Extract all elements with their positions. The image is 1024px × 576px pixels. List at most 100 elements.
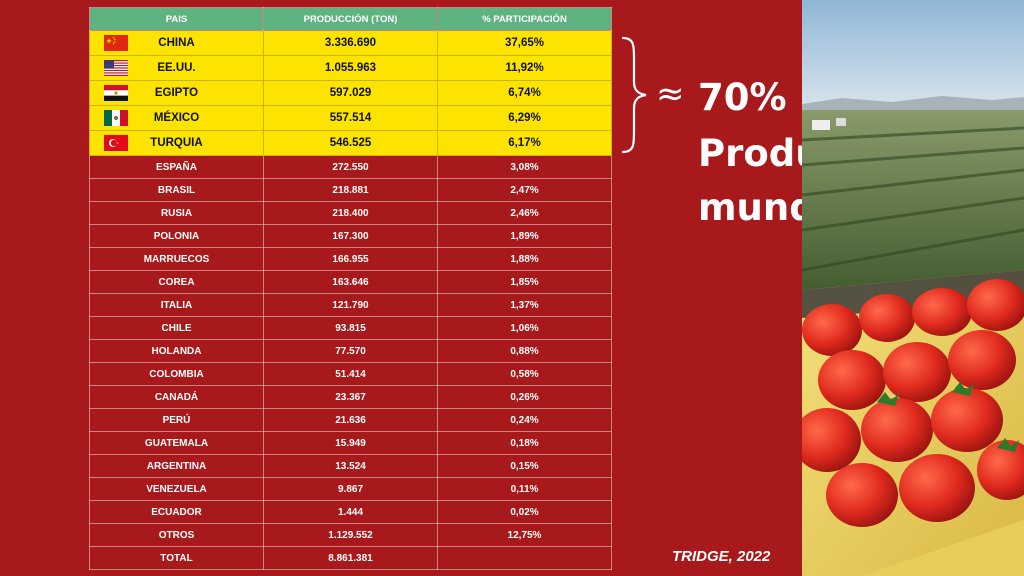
cell-share: 0,26%	[437, 385, 612, 409]
cell-share: 0,15%	[437, 454, 612, 478]
table-row: MARRUECOS 166.955 1,88%	[89, 247, 612, 271]
country-name: CHINA	[158, 37, 195, 49]
table-row: EE.UU. 1.055.963 11,92%	[89, 55, 612, 81]
country-name: RUSIA	[160, 207, 193, 219]
cell-country: TOTAL	[89, 546, 264, 570]
table-row: COREA 163.646 1,85%	[89, 270, 612, 294]
country-name: ITALIA	[160, 299, 193, 311]
table-row: RUSIA 218.400 2,46%	[89, 201, 612, 225]
table-row: PERÚ 21.636 0,24%	[89, 408, 612, 432]
cell-country: MARRUECOS	[89, 247, 264, 271]
cell-production: 218.400	[263, 201, 438, 225]
china-flag-icon	[104, 35, 128, 51]
table-row: CHILE 93.815 1,06%	[89, 316, 612, 340]
cell-production: 218.881	[263, 178, 438, 202]
cell-country: OTROS	[89, 523, 264, 547]
cell-share	[437, 546, 612, 570]
table-row: ITALIA 121.790 1,37%	[89, 293, 612, 317]
country-name: BRASIL	[157, 184, 196, 196]
cell-country: VENEZUELA	[89, 477, 264, 501]
cell-share: 6,74%	[437, 80, 612, 106]
cell-share: 6,17%	[437, 130, 612, 156]
country-name: COREA	[158, 276, 195, 288]
table-row: CANADÁ 23.367 0,26%	[89, 385, 612, 409]
cell-production: 8.861.381	[263, 546, 438, 570]
source-citation: TRIDGE, 2022	[672, 548, 771, 565]
cell-country: EE.UU.	[89, 55, 264, 81]
cell-country: COLOMBIA	[89, 362, 264, 386]
column-header-country: PAIS	[89, 7, 264, 31]
usa-flag-icon	[104, 60, 128, 76]
column-header-share: % PARTICIPACIÓN	[437, 7, 612, 31]
country-name: EE.UU.	[157, 62, 196, 74]
country-name: MÉXICO	[153, 112, 200, 124]
cell-share: 1,85%	[437, 270, 612, 294]
cell-production: 9.867	[263, 477, 438, 501]
cell-share: 1,06%	[437, 316, 612, 340]
cell-country: HOLANDA	[89, 339, 264, 363]
cell-production: 557.514	[263, 105, 438, 131]
cell-country: MÉXICO	[89, 105, 264, 131]
table-row: EGIPTO 597.029 6,74%	[89, 80, 612, 106]
approx-symbol: ≈	[656, 74, 685, 114]
cell-country: CANADÁ	[89, 385, 264, 409]
turkey-flag-icon	[104, 135, 128, 151]
table-row: TURQUIA 546.525 6,17%	[89, 130, 612, 156]
cell-country: CHILE	[89, 316, 264, 340]
cell-share: 0,18%	[437, 431, 612, 455]
curly-brace-icon	[621, 36, 647, 154]
cell-share: 0,02%	[437, 500, 612, 524]
cell-share: 6,29%	[437, 105, 612, 131]
callout-percent: 70%	[698, 76, 787, 119]
country-name: VENEZUELA	[146, 483, 207, 495]
cell-country: COREA	[89, 270, 264, 294]
column-header-production: PRODUCCIÓN (TON)	[263, 7, 438, 31]
production-table: PAIS PRODUCCIÓN (TON) % PARTICIPACIÓN CH…	[89, 7, 612, 570]
country-name: ESPAÑA	[156, 161, 197, 173]
cell-share: 2,46%	[437, 201, 612, 225]
country-name: OTROS	[158, 529, 195, 541]
strawberry-field-photo	[802, 0, 1024, 576]
cell-production: 21.636	[263, 408, 438, 432]
country-name: MARRUECOS	[143, 253, 210, 265]
country-name: ARGENTINA	[146, 460, 207, 472]
cell-country: CHINA	[89, 30, 264, 56]
country-name: CANADÁ	[154, 391, 199, 403]
cell-country: PERÚ	[89, 408, 264, 432]
table-row: GUATEMALA 15.949 0,18%	[89, 431, 612, 455]
table-row: POLONIA 167.300 1,89%	[89, 224, 612, 248]
cell-production: 163.646	[263, 270, 438, 294]
cell-share: 1,88%	[437, 247, 612, 271]
cell-production: 15.949	[263, 431, 438, 455]
cell-share: 0,88%	[437, 339, 612, 363]
cell-share: 37,65%	[437, 30, 612, 56]
table-row: ECUADOR 1.444 0,02%	[89, 500, 612, 524]
cell-country: EGIPTO	[89, 80, 264, 106]
egypt-flag-icon	[104, 85, 128, 101]
table-row: OTROS 1.129.552 12,75%	[89, 523, 612, 547]
mexico-flag-icon	[104, 110, 128, 126]
cell-production: 3.336.690	[263, 30, 438, 56]
table-row: BRASIL 218.881 2,47%	[89, 178, 612, 202]
table-row: COLOMBIA 51.414 0,58%	[89, 362, 612, 386]
country-name: HOLANDA	[151, 345, 202, 357]
cell-share: 2,47%	[437, 178, 612, 202]
country-name: GUATEMALA	[144, 437, 209, 449]
cell-share: 3,08%	[437, 155, 612, 179]
country-name: POLONIA	[153, 230, 200, 242]
cell-production: 77.570	[263, 339, 438, 363]
cell-country: BRASIL	[89, 178, 264, 202]
country-name: EGIPTO	[154, 87, 199, 99]
country-name: CHILE	[161, 322, 192, 334]
cell-country: ECUADOR	[89, 500, 264, 524]
cell-production: 1.129.552	[263, 523, 438, 547]
cell-production: 1.444	[263, 500, 438, 524]
cell-production: 23.367	[263, 385, 438, 409]
country-name: COLOMBIA	[149, 368, 204, 380]
cell-country: POLONIA	[89, 224, 264, 248]
table-header-row: PAIS PRODUCCIÓN (TON) % PARTICIPACIÓN	[89, 7, 612, 31]
cell-production: 597.029	[263, 80, 438, 106]
cell-share: 0,58%	[437, 362, 612, 386]
table-row: VENEZUELA 9.867 0,11%	[89, 477, 612, 501]
